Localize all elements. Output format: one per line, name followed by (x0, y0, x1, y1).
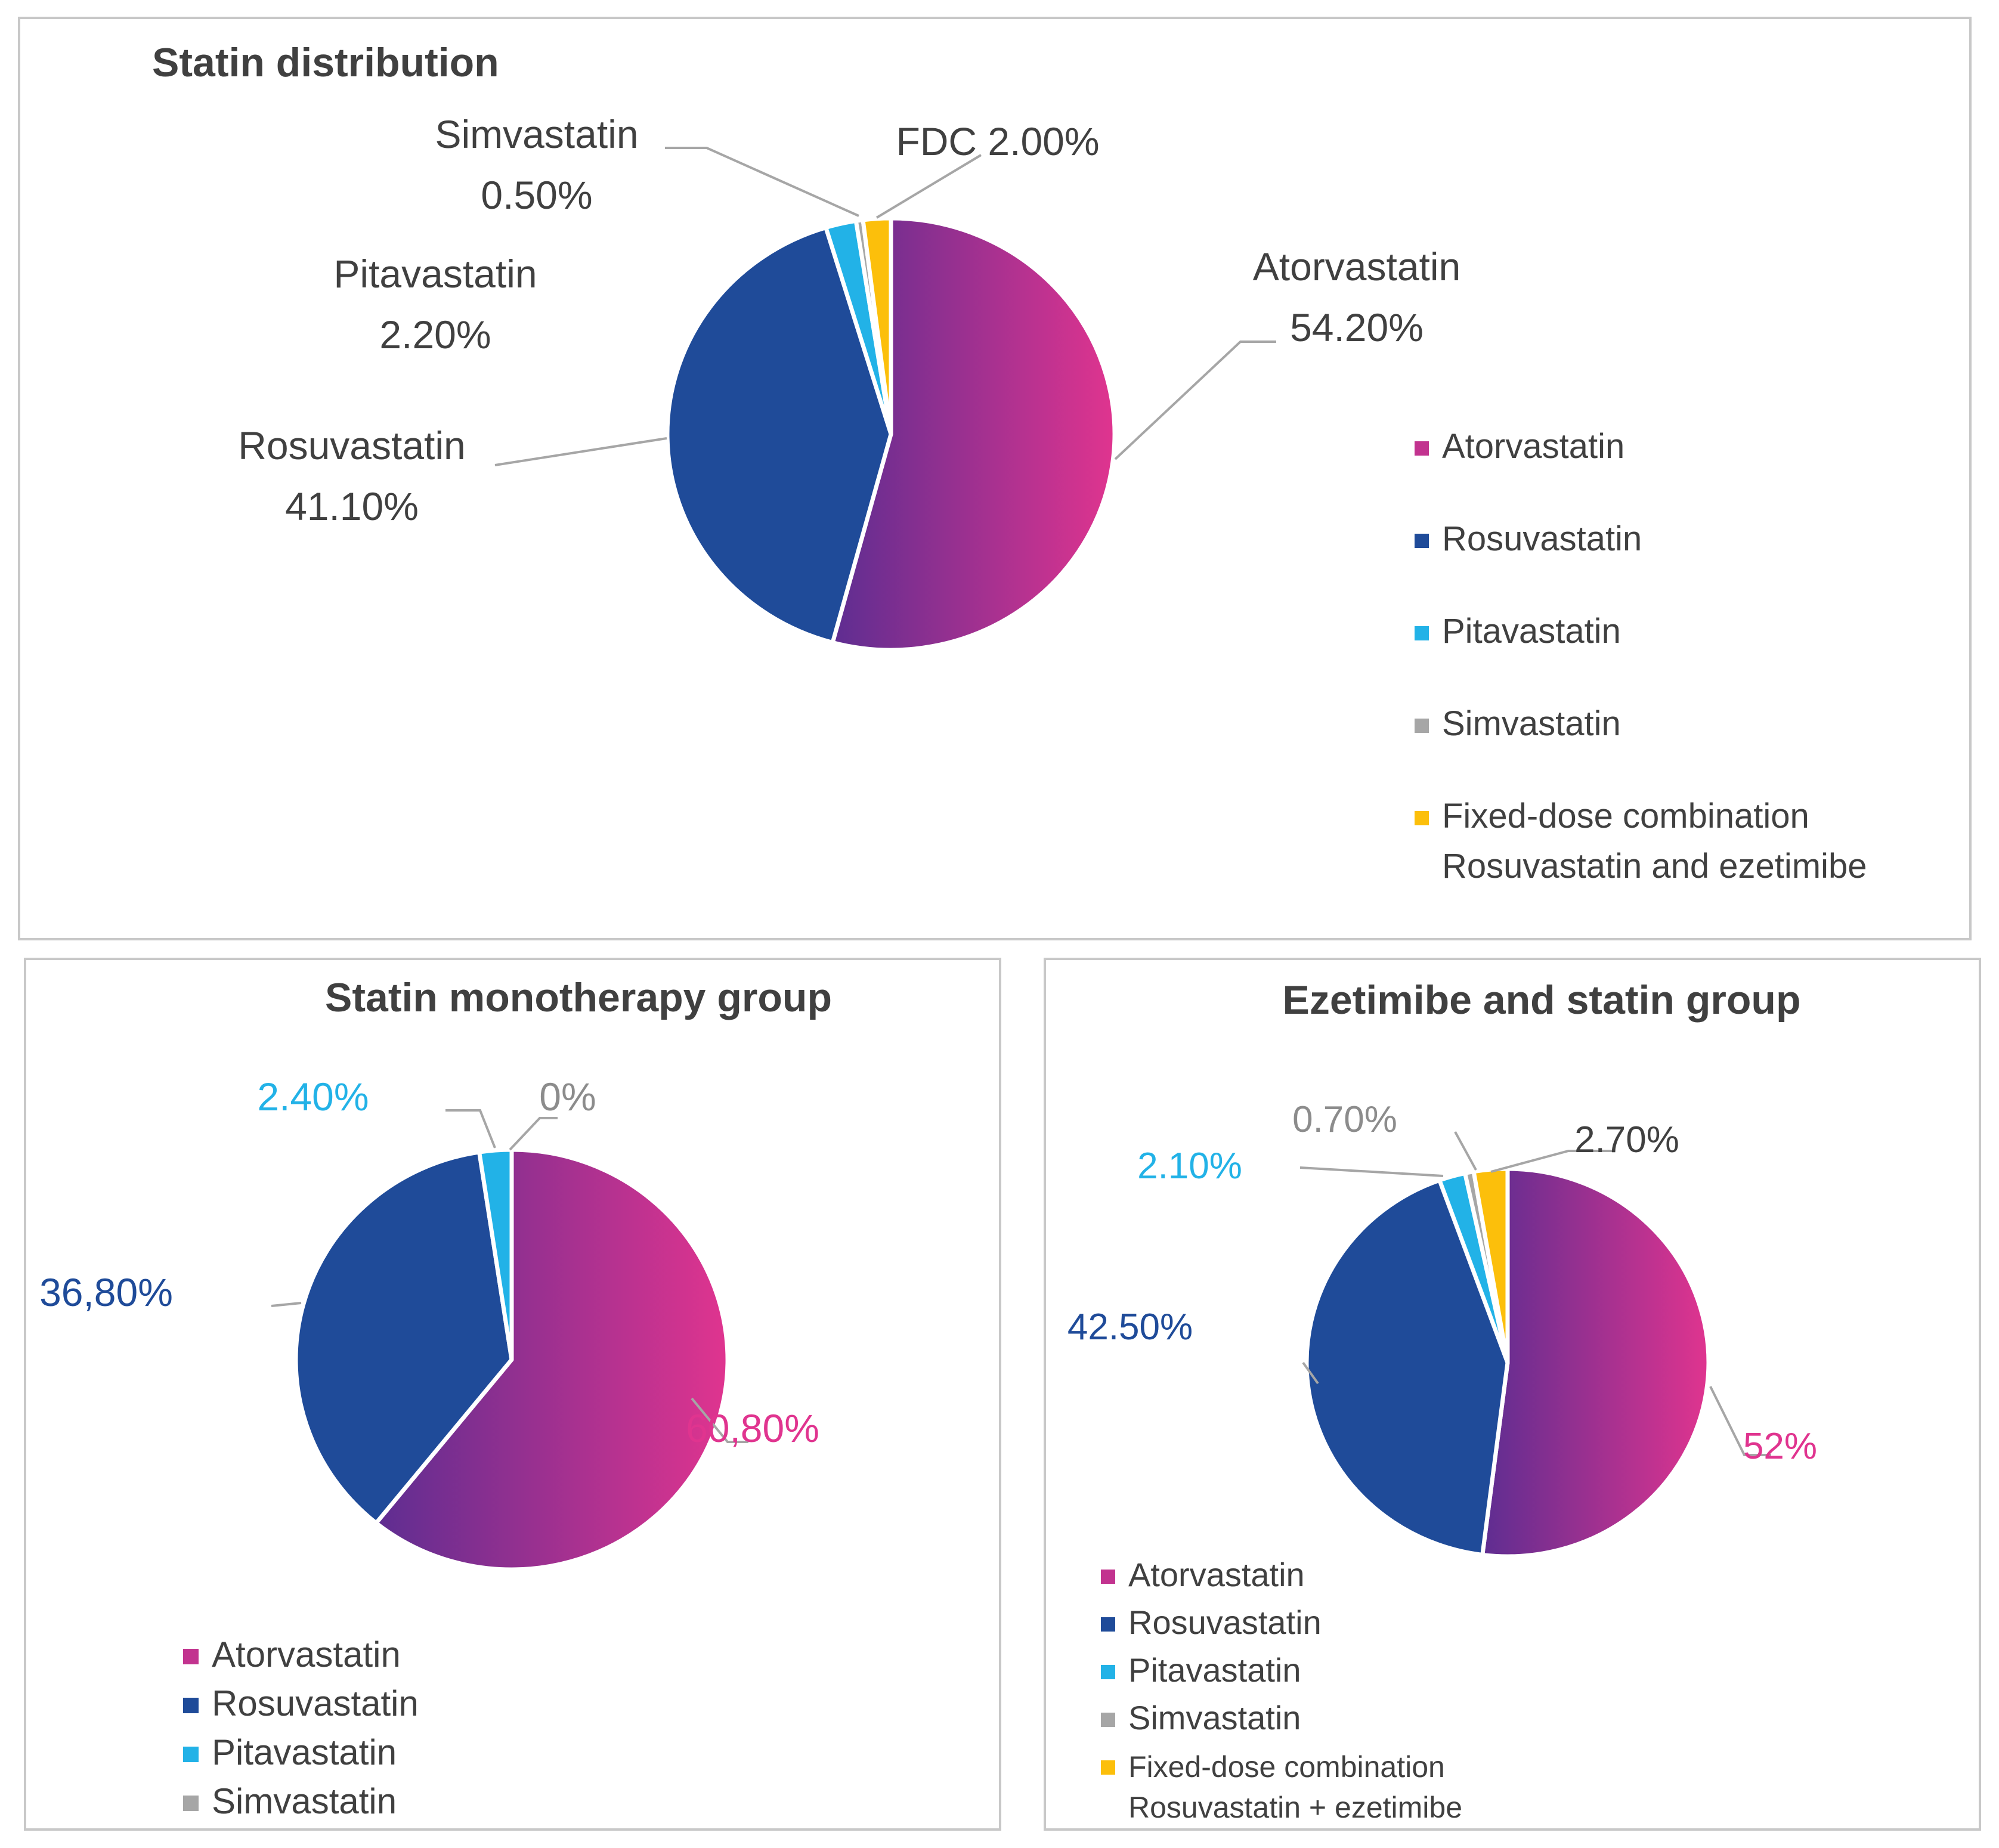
legend-label-fdc: Fixed-dose combination (1128, 1750, 1445, 1784)
legend-swatch-rosuvastatin (1415, 534, 1429, 548)
legend-swatch-pitavastatin (1101, 1665, 1115, 1679)
legend-swatch-fdc (1101, 1760, 1115, 1775)
legend-label-pitavastatin: Pitavastatin (1128, 1651, 1301, 1689)
leader-line-simvastatin (509, 1117, 558, 1151)
leader-line-fdc (875, 154, 982, 219)
pie-slice-atorvastatin (830, 216, 1117, 652)
data-label-simvastatin: 0.70% (1292, 1099, 1397, 1140)
data-label-fdc: FDC 2.00% (896, 119, 1099, 163)
data-label-simvastatin: Simvastatin (435, 112, 638, 156)
pie-slice-rosuvastatin (665, 225, 893, 645)
data-label-atorvastatin: 52% (1743, 1426, 1817, 1467)
leader-line-simvastatin (1454, 1131, 1477, 1171)
legend-swatch-simvastatin (1415, 719, 1429, 733)
data-label-rosuvastatin: 36,80% (39, 1270, 173, 1314)
legend-swatch-atorvastatin (183, 1649, 199, 1664)
chart-panel (1044, 958, 1981, 1831)
data-label-pitavastatin: 2.20% (379, 312, 491, 357)
leader-line-atorvastatin (1709, 1386, 1771, 1456)
legend-swatch-fdc (1415, 811, 1429, 825)
leader-line-pitavastatin (1299, 1166, 1444, 1177)
chart-statin-distribution: Statin distribution Atorvastatin 54.20% Ros… (18, 17, 1972, 940)
legend-label-fdc: Fixed-dose combination (1442, 797, 1809, 835)
data-label-pitavastatin: Pitavastatin (333, 252, 537, 296)
leader-line-simvastatin (665, 147, 859, 217)
chart-ezetimibe-and-statin-group: Ezetimibe and statin group 52% 42.50% 2.10%… (1044, 958, 1981, 1831)
data-label-rosuvastatin: Rosuvastatin (238, 423, 466, 468)
legend-label-atorvastatin: Atorvastatin (1442, 427, 1624, 466)
legend-label-fdc: Rosuvastatin + ezetimibe (1128, 1791, 1462, 1824)
legend-swatch-rosuvastatin (183, 1698, 199, 1713)
data-label-simvastatin: 0% (539, 1075, 596, 1119)
legend-swatch-atorvastatin (1415, 441, 1429, 456)
legend-label-simvastatin: Simvastatin (1442, 704, 1621, 743)
chart-statin-monotherapy-group: Statin monotherapy group 60,80% 36,80% 2.40… (24, 958, 1001, 1831)
legend-label-rosuvastatin: Rosuvastatin (1128, 1604, 1322, 1641)
data-label-pitavastatin: 2.40% (257, 1075, 369, 1119)
legend-label-atorvastatin: Atorvastatin (1128, 1556, 1305, 1593)
legend-label-simvastatin: Simvastatin (1128, 1699, 1301, 1736)
legend-label-fdc: Rosuvastatin and ezetimibe (1442, 847, 1867, 886)
pie-slice-rosuvastatin (1304, 1178, 1510, 1557)
pie-slice-fdc (861, 216, 893, 437)
data-label-rosuvastatin: 42.50% (1067, 1307, 1193, 1348)
pie-slice-rosuvastatin (293, 1150, 514, 1525)
legend-label-pitavastatin: Pitavastatin (212, 1732, 397, 1772)
legend-swatch-simvastatin (183, 1796, 199, 1811)
leader-line-rosuvastatin (494, 437, 667, 466)
chart-panel (18, 17, 1972, 940)
leader-line-pitavastatin (445, 1109, 496, 1149)
leader-line-fdc (1490, 1150, 1613, 1173)
leader-line-rosuvastatin (271, 1302, 302, 1307)
chart-title: Ezetimibe and statin group (1283, 977, 1801, 1023)
leader-line-atorvastatin (1114, 340, 1276, 460)
data-label-atorvastatin: 60,80% (686, 1406, 819, 1450)
chart-title: Statin monotherapy group (325, 975, 832, 1020)
legend-label-rosuvastatin: Rosuvastatin (212, 1683, 419, 1723)
legend-label-pitavastatin: Pitavastatin (1442, 612, 1621, 651)
data-label-pitavastatin: 2.10% (1137, 1146, 1242, 1187)
legend-swatch-simvastatin (1101, 1713, 1115, 1727)
legend-label-rosuvastatin: Rosuvastatin (1442, 519, 1642, 558)
leader-line-atorvastatin (691, 1397, 748, 1443)
data-label-atorvastatin: 54.20% (1290, 305, 1424, 349)
legend-swatch-pitavastatin (183, 1747, 199, 1762)
data-label-rosuvastatin: 41.10% (285, 484, 419, 528)
pie-slice-pitavastatin (477, 1147, 514, 1362)
data-label-atorvastatin: Atorvastatin (1253, 244, 1461, 289)
legend-swatch-atorvastatin (1101, 1570, 1115, 1584)
data-label-simvastatin: 0.50% (481, 173, 592, 217)
legend-label-atorvastatin: Atorvastatin (212, 1635, 401, 1674)
chart-panel (24, 958, 1001, 1831)
legend-swatch-rosuvastatin (1101, 1617, 1115, 1632)
pie-slice-atorvastatin (374, 1147, 730, 1572)
data-label-fdc: 2.70% (1574, 1119, 1679, 1160)
pie-slice-atorvastatin (1480, 1166, 1711, 1559)
chart-title: Statin distribution (152, 40, 499, 85)
legend-label-simvastatin: Simvastatin (212, 1781, 397, 1821)
pie-slice-fdc (1471, 1166, 1510, 1365)
leader-line-rosuvastatin (1302, 1361, 1319, 1385)
legend-swatch-pitavastatin (1415, 626, 1429, 640)
